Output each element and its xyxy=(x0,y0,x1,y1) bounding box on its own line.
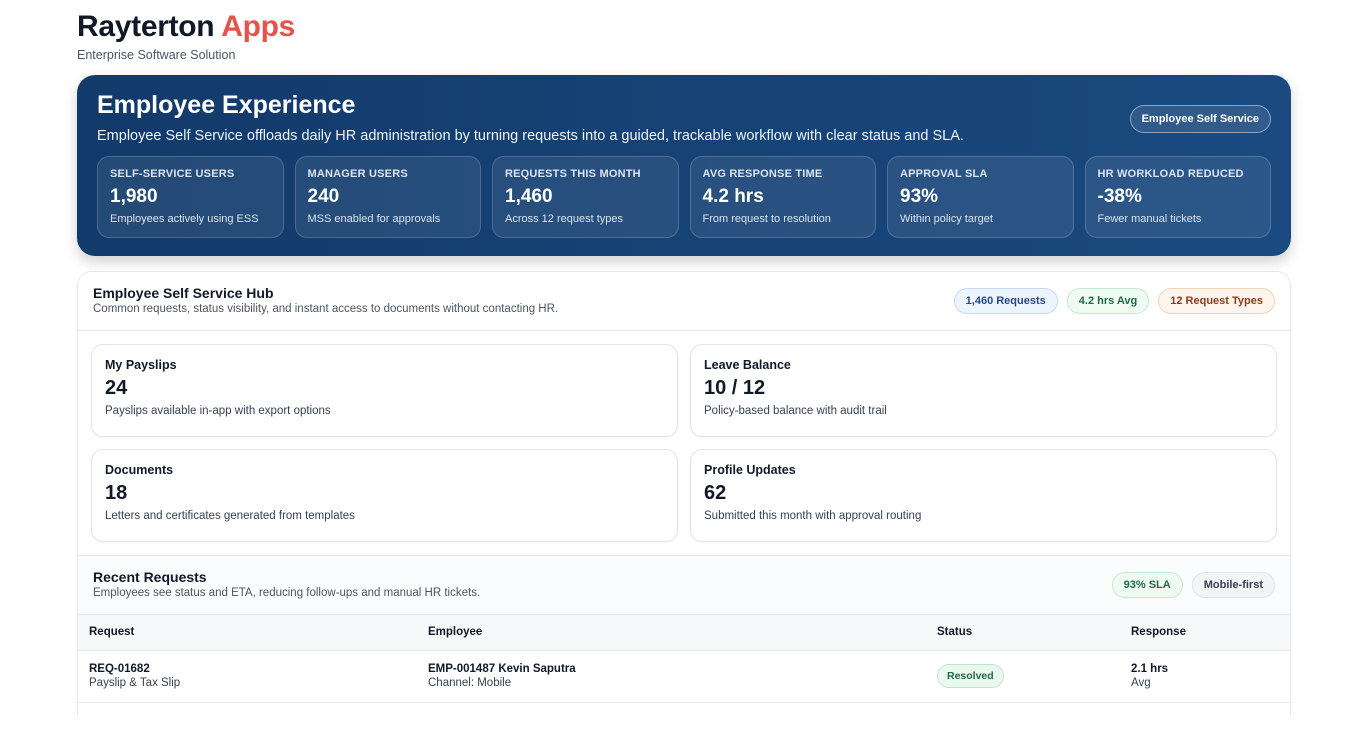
requests-badge: 1,460 Requests xyxy=(953,288,1058,314)
tile-title: My Payslips xyxy=(105,358,177,372)
response-sub: Avg xyxy=(1131,677,1151,689)
stat-card: AVG RESPONSE TIME 4.2 hrs From request to … xyxy=(689,156,876,238)
tile-documents[interactable]: Documents 18 Letters and certificates gene… xyxy=(91,449,678,542)
employee-experience-hero: Employee Experience Employee Self Servic… xyxy=(77,75,1291,256)
self-service-hub-panel: Employee Self Service Hub Common request… xyxy=(77,271,1291,715)
employee-name: EMP-001487 Kevin Saputra xyxy=(428,663,576,675)
stat-card: SELF-SERVICE USERS 1,980 Employees activel… xyxy=(97,156,284,238)
tile-desc: Letters and certificates generated from … xyxy=(105,510,355,522)
employee-self-service-button[interactable]: Employee Self Service xyxy=(1129,105,1271,133)
stat-card: APPROVAL SLA 93% Within policy target xyxy=(887,156,1074,238)
tile-title: Leave Balance xyxy=(704,358,791,372)
stat-value: -38% xyxy=(1097,186,1142,207)
stat-sub: Fewer manual tickets xyxy=(1097,213,1202,225)
tile-value: 18 xyxy=(105,482,128,504)
stat-sub: MSS enabled for approvals xyxy=(307,213,441,225)
recent-title: Recent Requests xyxy=(93,569,207,585)
recent-requests-table: Request Employee Status Response REQ-016… xyxy=(78,615,1290,715)
column-header[interactable]: Response xyxy=(1120,615,1290,651)
stat-value: 240 xyxy=(307,186,340,207)
stat-sub: From request to resolution xyxy=(702,213,831,225)
hub-subtitle: Common requests, status visibility, and … xyxy=(93,303,559,315)
employee-channel: Channel: Mobile xyxy=(428,677,512,689)
tile-my-payslips[interactable]: My Payslips 24 Payslips available in-app w… xyxy=(91,344,678,437)
stat-card: MANAGER USERS 240 MSS enabled for approval… xyxy=(294,156,481,238)
tile-title: Profile Updates xyxy=(704,463,796,477)
column-header[interactable]: Status xyxy=(926,615,1120,651)
tile-profile-updates[interactable]: Profile Updates 62 Submitted this month wi… xyxy=(690,449,1277,542)
brand-header: Rayterton Apps Enterprise Software Solut… xyxy=(77,10,295,62)
tile-value: 62 xyxy=(704,482,727,504)
column-header[interactable]: Request xyxy=(78,615,417,651)
stat-card: HR WORKLOAD REDUCED -38% Fewer manual tick… xyxy=(1084,156,1271,238)
sla-badge: 93% SLA xyxy=(1111,572,1183,598)
tile-desc: Policy-based balance with audit trail xyxy=(704,405,887,417)
recent-requests-header: Recent Requests Employees see status and… xyxy=(78,556,1290,615)
stat-sub: Employees actively using ESS xyxy=(110,213,259,225)
table-row[interactable] xyxy=(78,702,1290,715)
stat-value: 1,980 xyxy=(110,186,158,207)
brand-tagline: Enterprise Software Solution xyxy=(77,48,236,62)
request-type: Payslip & Tax Slip xyxy=(89,677,181,689)
stat-sub: Within policy target xyxy=(900,213,993,225)
stat-sub: Across 12 request types xyxy=(505,213,624,225)
stat-value: 93% xyxy=(900,186,939,207)
stat-value: 4.2 hrs xyxy=(702,186,764,207)
status-badge: Resolved xyxy=(937,664,1004,688)
request-id: REQ-01682 xyxy=(89,663,150,675)
stat-label: HR WORKLOAD REDUCED xyxy=(1097,168,1244,180)
hero-title: Employee Experience xyxy=(97,91,356,119)
tile-value: 24 xyxy=(105,377,128,399)
recent-subtitle: Employees see status and ETA, reducing f… xyxy=(93,587,481,599)
stat-label: APPROVAL SLA xyxy=(900,168,988,180)
column-header[interactable]: Employee xyxy=(417,615,926,651)
stat-label: MANAGER USERS xyxy=(307,168,408,180)
brand-logo: Rayterton Apps xyxy=(77,10,296,43)
hub-header: Employee Self Service Hub Common request… xyxy=(78,272,1290,331)
stat-label: REQUESTS THIS MONTH xyxy=(505,168,641,180)
stat-label: AVG RESPONSE TIME xyxy=(702,168,823,180)
mobile-first-badge: Mobile-first xyxy=(1191,572,1275,598)
avg-badge: 4.2 hrs Avg xyxy=(1066,288,1150,314)
hero-description: Employee Self Service offloads daily HR … xyxy=(97,128,964,144)
stat-value: 1,460 xyxy=(505,186,553,207)
tile-leave-balance[interactable]: Leave Balance 10 / 12 Policy-based balance… xyxy=(690,344,1277,437)
request-types-badge: 12 Request Types xyxy=(1158,288,1275,314)
stat-card: REQUESTS THIS MONTH 1,460 Across 12 reques… xyxy=(492,156,679,238)
stat-label: SELF-SERVICE USERS xyxy=(110,168,235,180)
response-time: 2.1 hrs xyxy=(1131,663,1169,675)
hub-title: Employee Self Service Hub xyxy=(93,285,274,301)
tile-value: 10 / 12 xyxy=(704,377,766,399)
tile-desc: Payslips available in-app with export op… xyxy=(105,405,331,417)
tile-title: Documents xyxy=(105,463,174,477)
table-row[interactable]: REQ-01682 Payslip & Tax Slip EMP-001487 K… xyxy=(78,650,1290,703)
tile-desc: Submitted this month with approval routi… xyxy=(704,510,922,522)
